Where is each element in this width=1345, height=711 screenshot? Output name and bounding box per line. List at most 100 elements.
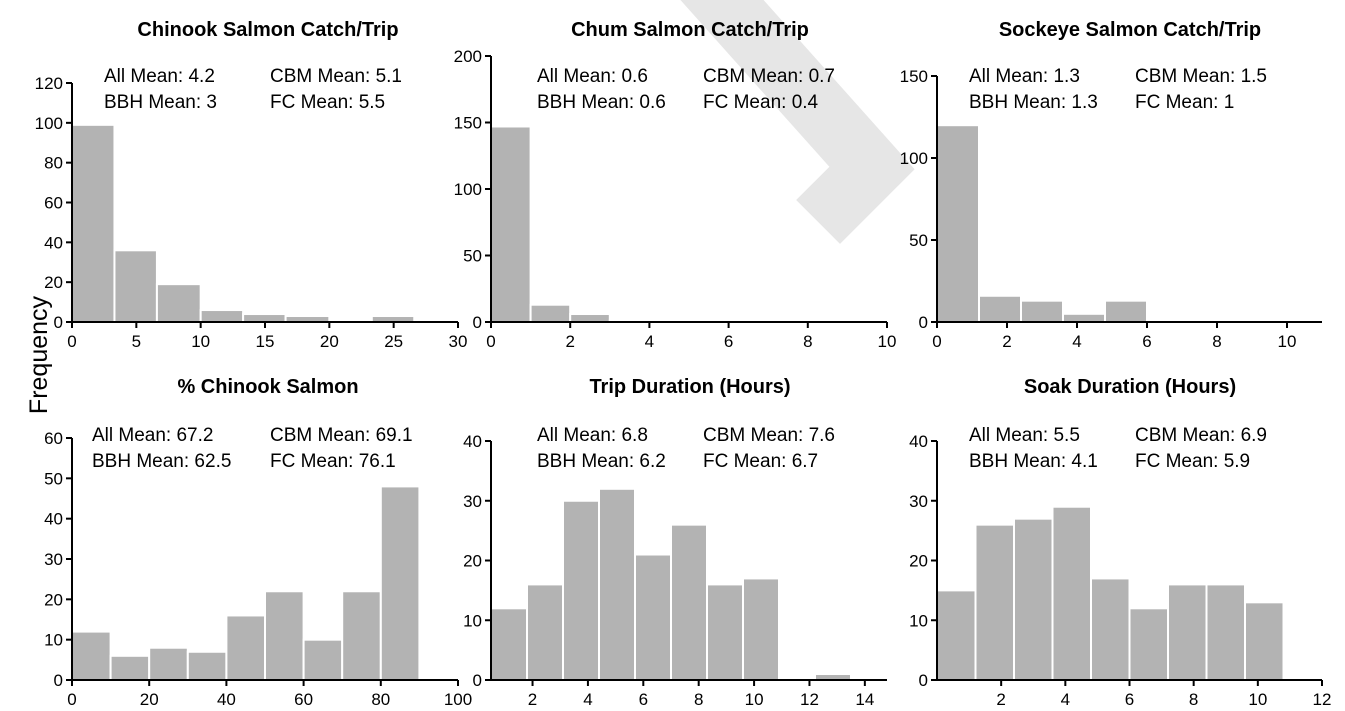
x-tick-label: 4 — [1072, 332, 1081, 351]
x-tick-label: 8 — [803, 332, 812, 351]
panel-title: Chinook Salmon Catch/Trip — [137, 19, 398, 41]
histogram-bar — [109, 654, 151, 681]
mean-annotation: FC Mean: 0.4 — [703, 92, 819, 113]
histogram-bar — [199, 309, 245, 323]
histogram-bar — [670, 523, 708, 682]
y-tick-label: 0 — [919, 313, 928, 332]
y-tick-label: 50 — [463, 247, 482, 266]
histogram-panel-5: Trip Duration (Hours) All Mean: 6.8 CBM Me… — [463, 376, 887, 709]
x-tick-label: 10 — [191, 332, 210, 351]
x-tick-label: 15 — [256, 332, 275, 351]
x-tick-label: 2 — [565, 332, 574, 351]
histogram-bar — [1244, 601, 1285, 682]
histogram-bar — [186, 650, 228, 681]
mean-annotation: FC Mean: 5.9 — [1135, 451, 1250, 472]
x-tick-label: 6 — [639, 690, 648, 709]
histogram-panel-1: Chinook Salmon Catch/Trip All Mean: 4.2 CB… — [35, 19, 468, 351]
y-tick-label: 0 — [54, 313, 63, 332]
histogram-panel-6: Soak Duration (Hours) All Mean: 5.5 CBM Me… — [909, 376, 1331, 709]
x-tick-label: 4 — [1061, 690, 1070, 709]
x-tick-label: 20 — [320, 332, 339, 351]
y-tick-label: 120 — [35, 74, 63, 93]
y-tick-label: 50 — [909, 231, 928, 250]
y-tick-label: 0 — [919, 671, 928, 690]
mean-annotation: FC Mean: 6.7 — [703, 451, 818, 472]
y-tick-label: 20 — [909, 552, 928, 571]
y-tick-label: 50 — [44, 469, 63, 488]
y-tick-label: 40 — [463, 432, 482, 451]
mean-annotation: All Mean: 6.8 — [537, 425, 648, 446]
x-tick-label: 6 — [724, 332, 733, 351]
y-tick-label: 0 — [473, 313, 482, 332]
panel-title: Sockeye Salmon Catch/Trip — [999, 19, 1261, 41]
mean-annotation: BBH Mean: 4.1 — [969, 451, 1098, 472]
y-tick-label: 20 — [44, 590, 63, 609]
x-tick-label: 40 — [217, 690, 236, 709]
histogram-bar — [1205, 583, 1246, 682]
y-tick-label: 10 — [44, 631, 63, 650]
y-tick-label: 40 — [44, 510, 63, 529]
y-tick-label: 40 — [44, 233, 63, 252]
x-tick-label: 2 — [1002, 332, 1011, 351]
y-tick-label: 100 — [454, 180, 482, 199]
y-tick-label: 30 — [44, 550, 63, 569]
panel-title: Trip Duration (Hours) — [589, 376, 790, 398]
histogram-panel-2: Chum Salmon Catch/Trip All Mean: 0.6 CBM M… — [454, 19, 897, 351]
x-tick-label: 8 — [694, 690, 703, 709]
x-tick-label: 100 — [444, 690, 472, 709]
mean-annotation: BBH Mean: 6.2 — [537, 451, 666, 472]
mean-annotation: All Mean: 4.2 — [104, 66, 215, 87]
mean-annotation: FC Mean: 5.5 — [270, 92, 385, 113]
x-tick-label: 10 — [878, 332, 897, 351]
mean-annotation: CBM Mean: 0.7 — [703, 66, 835, 87]
y-tick-label: 80 — [44, 154, 63, 173]
x-tick-label: 4 — [645, 332, 654, 351]
histogram-bar — [155, 283, 202, 323]
mean-annotation: All Mean: 5.5 — [969, 425, 1080, 446]
histogram-bar — [302, 638, 344, 682]
x-tick-label: 2 — [996, 690, 1005, 709]
x-tick-label: 10 — [745, 690, 764, 709]
panel-title: Chum Salmon Catch/Trip — [571, 19, 809, 41]
x-tick-label: 0 — [67, 332, 76, 351]
histogram-bar — [1013, 517, 1054, 681]
x-tick-label: 8 — [1212, 332, 1221, 351]
mean-annotation: All Mean: 1.3 — [969, 66, 1080, 87]
y-tick-label: 100 — [900, 149, 928, 168]
x-tick-label: 0 — [932, 332, 941, 351]
histogram-bar — [113, 249, 158, 323]
y-tick-label: 60 — [44, 429, 63, 448]
histogram-bar — [1167, 583, 1208, 682]
y-tick-label: 150 — [900, 67, 928, 86]
mean-annotation: CBM Mean: 5.1 — [270, 66, 402, 87]
histogram-bar — [598, 487, 636, 681]
x-tick-label: 10 — [1248, 690, 1267, 709]
panel-title: % Chinook Salmon — [177, 376, 358, 398]
x-tick-label: 0 — [67, 690, 76, 709]
histogram-bar — [526, 583, 564, 682]
y-tick-label: 60 — [44, 194, 63, 213]
histogram-bar — [1020, 299, 1064, 323]
watermark-shape — [680, 0, 915, 244]
histogram-bar — [1051, 505, 1092, 681]
x-tick-label: 30 — [449, 332, 468, 351]
x-tick-label: 5 — [132, 332, 141, 351]
x-tick-label: 2 — [528, 690, 537, 709]
histogram-bar — [225, 614, 266, 682]
mean-annotation: CBM Mean: 7.6 — [703, 425, 835, 446]
x-tick-label: 0 — [486, 332, 495, 351]
mean-annotation: All Mean: 67.2 — [92, 425, 213, 446]
histogram-bar — [1062, 312, 1106, 323]
histogram-bar — [1090, 577, 1131, 681]
y-tick-label: 0 — [473, 671, 482, 690]
histogram-bar — [936, 589, 977, 681]
histogram-bar — [529, 303, 572, 323]
mean-annotation: FC Mean: 1 — [1135, 92, 1234, 113]
mean-annotation: CBM Mean: 69.1 — [270, 425, 413, 446]
mean-annotation: BBH Mean: 3 — [104, 92, 217, 113]
y-tick-label: 0 — [54, 671, 63, 690]
histogram-bar — [242, 313, 287, 323]
histogram-bar — [974, 523, 1015, 682]
histogram-bar — [1128, 607, 1169, 681]
histogram-bar — [706, 583, 744, 682]
